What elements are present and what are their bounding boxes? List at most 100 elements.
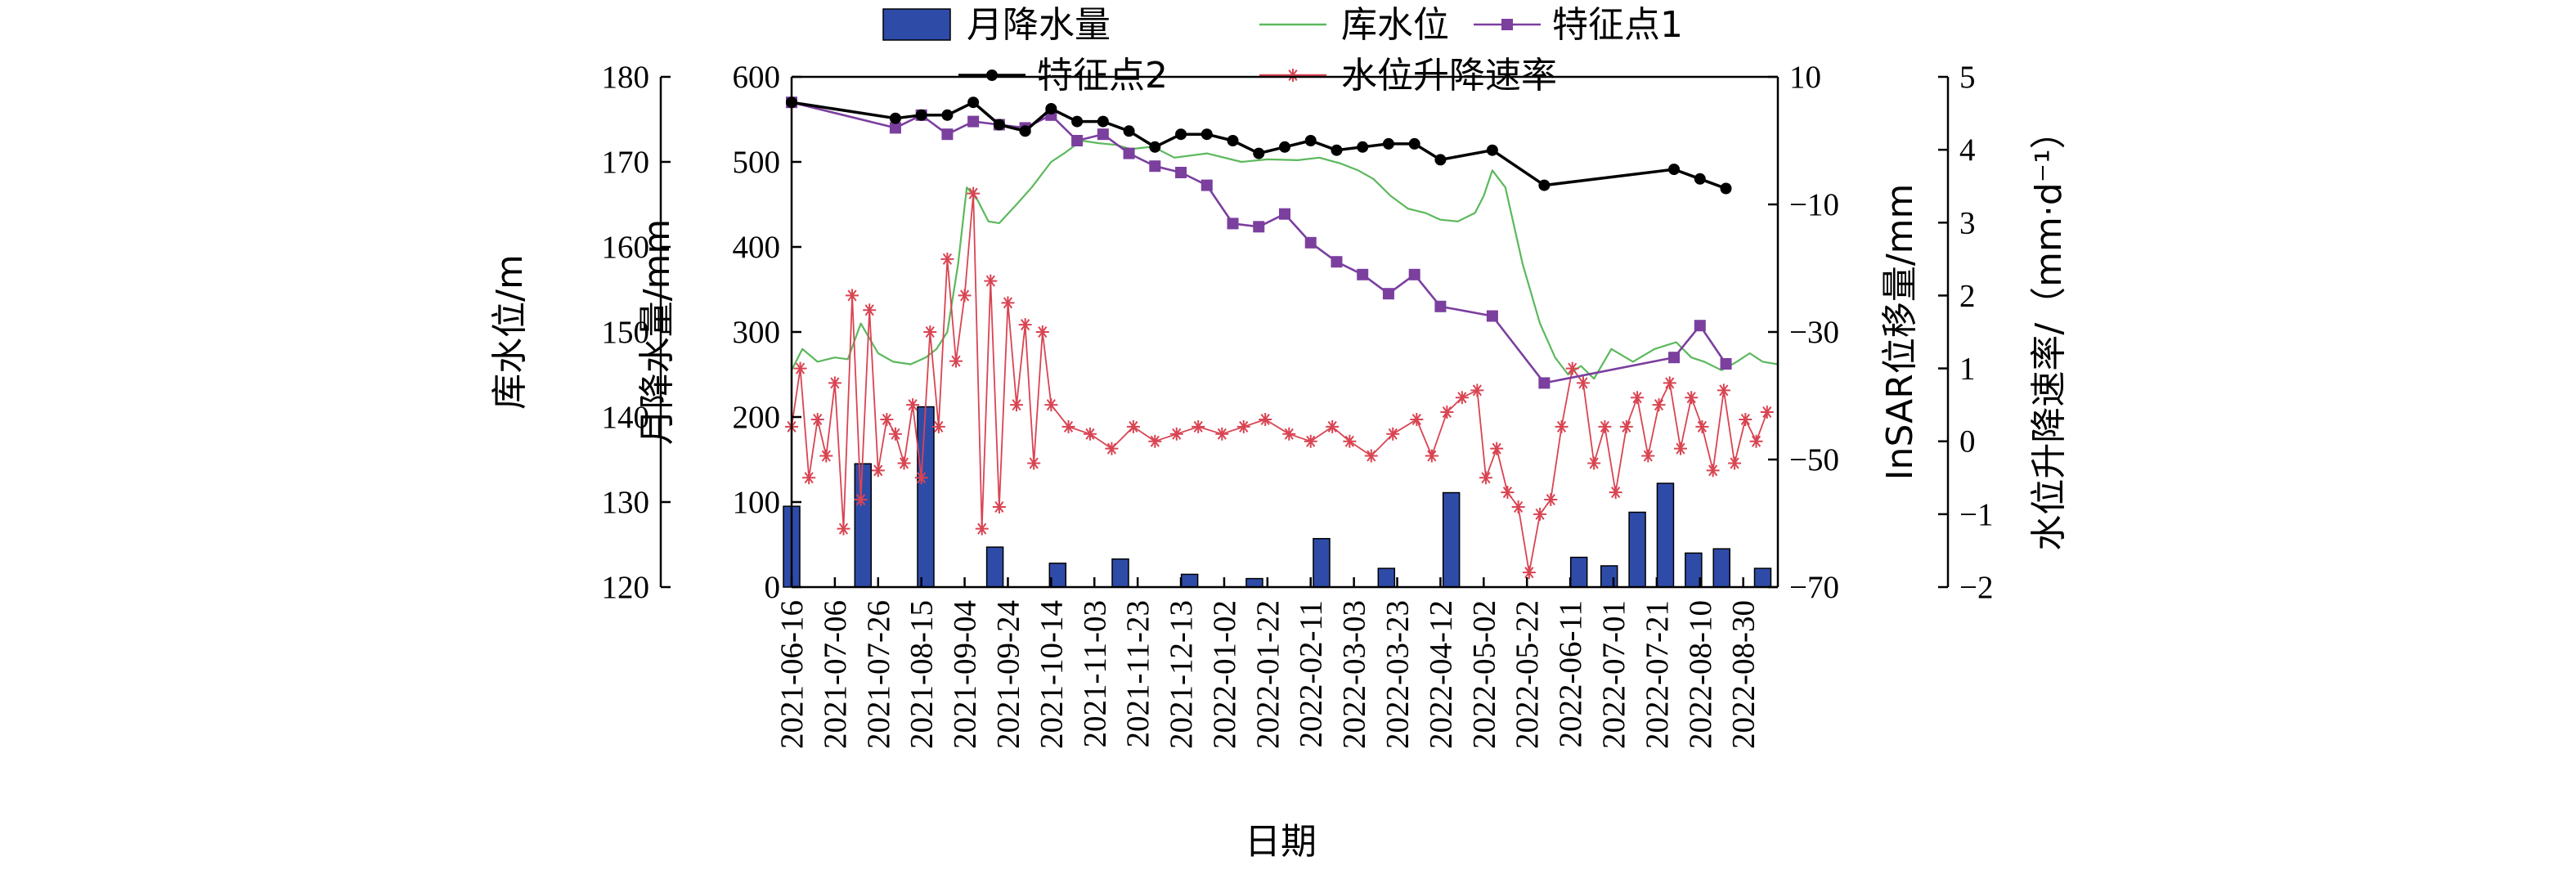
rate-marker [1440,406,1454,419]
insar-tick-label: 10 [1789,60,1821,95]
rate-marker [1619,419,1633,433]
point1-marker [1538,377,1551,389]
rate-marker [1739,412,1752,426]
rate-marker [967,186,981,200]
point1-marker [967,115,980,128]
rate-marker [1522,566,1536,580]
rate-marker [1609,486,1622,500]
water_level-axis-title: 库水位/m [489,254,531,410]
rate-tick-label: 2 [1959,278,1976,313]
rate-marker [871,464,885,478]
rate-marker [1192,419,1205,433]
rainfall-tick-label: 400 [733,230,781,265]
rainfall-bar [854,463,873,588]
rate-marker [1576,376,1590,390]
rate-marker [1425,449,1438,463]
x-tick-label: 2022-01-02 [1207,600,1242,749]
rate-tick-label: 0 [1959,424,1976,460]
rate-axis-title: 水位升降速率/（mm·d⁻¹） [2028,113,2070,550]
rate-marker [1555,419,1568,433]
point1-marker [1227,218,1239,230]
rate-marker [1364,449,1378,463]
rate-marker [1169,427,1183,441]
rate-tick-label: −2 [1959,570,1994,605]
plot-frame [792,75,1778,589]
x-tick-label: 2022-03-03 [1337,600,1372,749]
rate-marker [1386,427,1400,441]
water_level-tick-label: 180 [602,60,650,95]
rate-tick-label: 3 [1959,205,1976,240]
point2-marker [967,96,980,109]
rainfall-tick-label: 0 [765,570,781,605]
point2-line [791,101,1727,191]
water_level-tick-label: 160 [602,230,650,265]
point1-marker [1071,135,1084,146]
point2-marker [1382,137,1394,150]
rainfall-tick-label: 500 [733,145,781,180]
rate-marker [897,456,911,470]
water_level-tick-label: 150 [602,315,650,350]
point1-marker [1200,179,1213,191]
point2-marker [1019,125,1031,137]
rate-marker [828,376,841,390]
point1-marker [1175,167,1187,178]
rate-marker [1760,406,1774,419]
x-tick-label: 2022-02-11 [1294,600,1329,748]
point1-marker [1382,288,1394,300]
point2-marker [1357,141,1369,153]
point1-marker [1331,256,1343,268]
rate-tick-label: 4 [1959,132,1976,168]
water_level-tick-label: 170 [602,145,650,180]
rate-marker [1259,412,1272,426]
legend-label: 特征点1 [1552,4,1683,46]
rate-marker [1641,449,1655,463]
rate-marker [1706,464,1720,478]
point2-marker [1694,173,1706,185]
rate-marker [1148,434,1162,448]
point2-marker [1253,147,1265,159]
point2-marker [889,112,901,124]
rate-marker [984,274,998,288]
rate-marker [1673,442,1687,455]
rate-marker [837,522,850,536]
x-tick-label: 2021-11-23 [1120,600,1156,748]
legend-swatch-rainfall [882,8,951,41]
point2-marker [1149,141,1161,153]
rate-marker [1126,419,1140,433]
rate-marker [1083,427,1097,441]
legend-label: 月降水量 [967,4,1111,46]
rainfall-bar [1245,577,1263,588]
rate-marker [1565,361,1579,375]
x-tick-label: 2021-06-16 [774,600,810,749]
rate-marker [1282,427,1296,441]
rainfall-bar [1628,511,1646,588]
rainfall-tick-label: 200 [733,400,781,435]
rate-marker [793,361,807,375]
point2-marker [1720,182,1732,195]
x-tick-label: 2022-03-23 [1380,600,1416,749]
rate-marker [975,522,989,536]
point2-marker [1123,125,1135,137]
rate-marker [1749,434,1763,448]
rainfall-bar [1600,565,1618,588]
rate-marker [1105,442,1119,455]
x-tick-label: 2021-08-15 [904,600,940,749]
x-axis-title: 日期 [1245,821,1317,863]
line-series [785,96,1779,580]
point2-marker [1097,115,1109,128]
x-tick-label: 2022-07-21 [1640,600,1675,749]
rate-marker [949,354,963,368]
point1-marker [1097,128,1109,141]
rate-marker [1018,318,1032,332]
x-tick-label: 2022-08-10 [1683,600,1718,749]
insar-axis-title: InSAR位移量/mm [1879,184,1921,481]
rate-marker [923,325,937,339]
legend-swatch-marker [1286,69,1299,82]
point2-marker [1408,137,1420,150]
rate-marker [1544,493,1558,507]
rainfall-bar [917,406,935,588]
x-tick-label: 2022-01-22 [1250,600,1286,749]
legend-swatch-marker [1501,19,1513,30]
rate-line [791,192,1768,574]
